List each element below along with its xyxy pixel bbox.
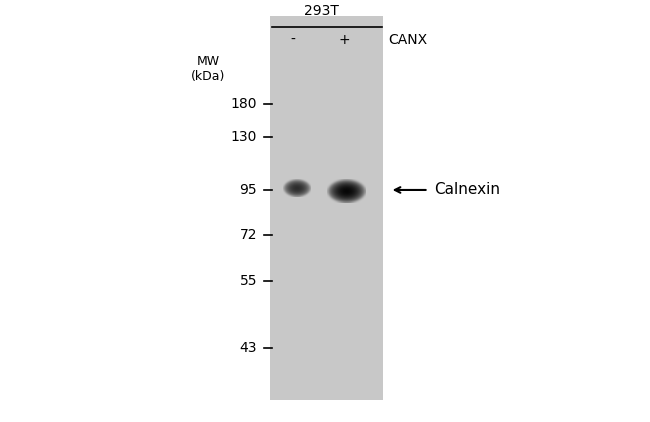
- Text: Calnexin: Calnexin: [434, 182, 500, 197]
- Text: MW
(kDa): MW (kDa): [191, 55, 226, 83]
- Text: CANX: CANX: [388, 32, 427, 46]
- Bar: [270, 16, 384, 400]
- Text: 43: 43: [240, 341, 257, 355]
- Text: 55: 55: [240, 274, 257, 288]
- Text: 130: 130: [231, 130, 257, 144]
- Text: 72: 72: [240, 228, 257, 242]
- Text: 293T: 293T: [304, 4, 339, 18]
- Text: -: -: [290, 32, 295, 46]
- Text: 95: 95: [239, 183, 257, 197]
- Text: 180: 180: [231, 97, 257, 111]
- Text: +: +: [339, 32, 350, 46]
